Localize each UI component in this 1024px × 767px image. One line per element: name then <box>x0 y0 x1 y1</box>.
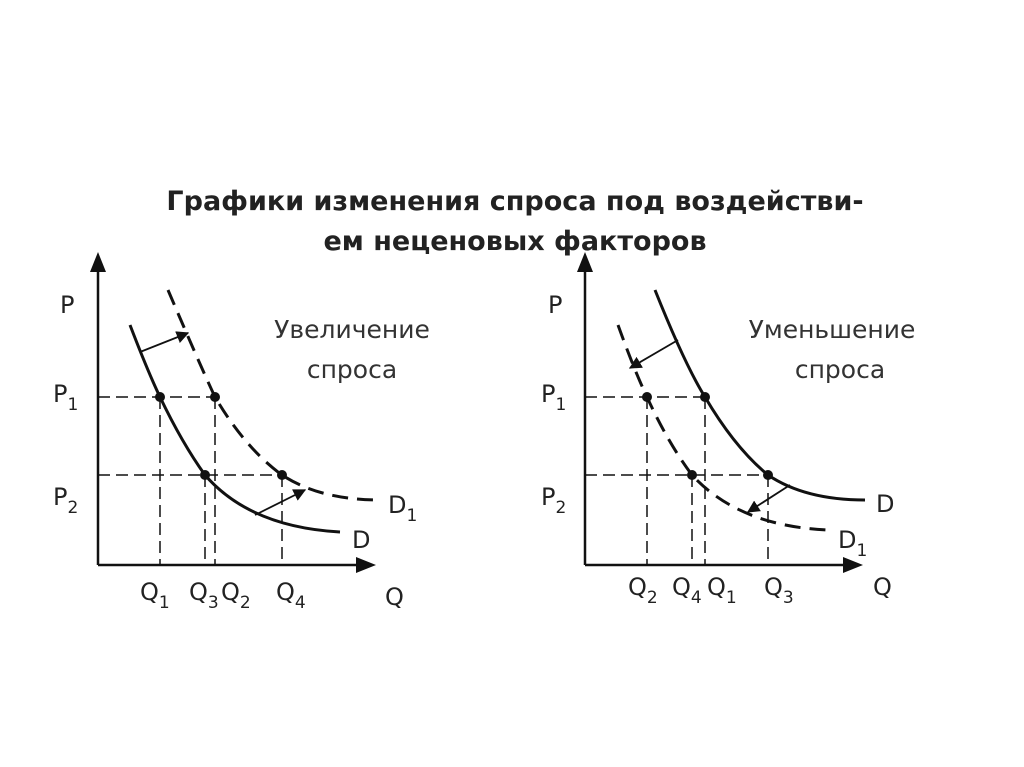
axis-arrows <box>90 252 376 573</box>
axis-label: P <box>60 291 74 319</box>
axes <box>583 262 853 567</box>
axis-label: Q <box>385 583 404 611</box>
shift-arrow <box>746 484 791 513</box>
quantity-label: Q2 <box>221 578 251 613</box>
panel: P Q P1 P2 Q2 Q4 Q1 Q3 D D1 Уменьшение сп… <box>541 252 915 608</box>
demand-curve <box>128 324 341 534</box>
curve-label: D <box>352 526 370 554</box>
axis-label: Q <box>873 573 892 601</box>
axis-arrows <box>577 252 863 573</box>
shift-arrow <box>628 339 679 369</box>
price-label: P2 <box>541 483 566 518</box>
quantity-label: Q1 <box>707 573 737 608</box>
quantity-label: Q3 <box>764 573 794 608</box>
curve-label: D1 <box>838 526 867 561</box>
caption: Уменьшение <box>749 315 916 344</box>
quantity-label: Q2 <box>628 573 658 608</box>
curve-label: D1 <box>388 491 417 526</box>
axis-label: P <box>548 291 562 319</box>
price-label: P2 <box>53 483 78 518</box>
axes <box>96 262 366 567</box>
title-line: Графики изменения спроса под воздействи- <box>166 186 863 217</box>
guides <box>98 396 283 565</box>
panel: P Q P1 P2 Q1 Q3 Q2 Q4 D1 D Увеличение сп… <box>53 252 430 613</box>
price-label: P1 <box>53 380 78 415</box>
caption: спроса <box>795 355 885 384</box>
demand-curve-shifted <box>616 324 831 532</box>
price-label: P1 <box>541 380 566 415</box>
caption: Увеличение <box>274 315 430 344</box>
caption: спроса <box>307 355 397 384</box>
quantity-label: Q3 <box>189 578 219 613</box>
shift-arrow <box>139 331 190 353</box>
title-line: ем неценовых факторов <box>323 226 706 257</box>
guides <box>585 396 769 565</box>
demand-curve <box>653 289 866 502</box>
quantity-label: Q1 <box>140 578 170 613</box>
shift-arrow <box>254 489 307 516</box>
points <box>642 392 773 480</box>
curve-label: D <box>876 490 894 518</box>
quantity-label: Q4 <box>276 578 306 613</box>
points <box>155 392 287 480</box>
quantity-label: Q4 <box>672 573 702 608</box>
